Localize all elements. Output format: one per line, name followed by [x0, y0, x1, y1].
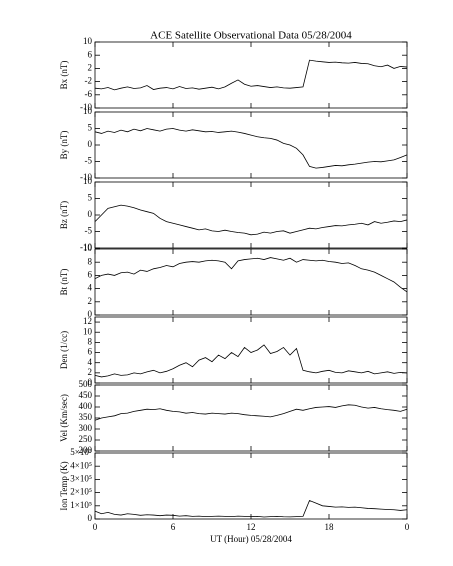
y-tick-label: 6 [88, 269, 93, 279]
y-tick-label: 250 [79, 434, 93, 444]
data-line [94, 404, 408, 421]
y-tick-label: 4×10⁵ [70, 460, 92, 470]
x-axis-label: UT (Hour) 05/28/2004 [210, 534, 292, 544]
data-line [94, 499, 408, 518]
y-tick-label: 350 [79, 412, 93, 422]
x-tick-label: 12 [247, 522, 256, 532]
y-tick-label: 0 [88, 309, 93, 319]
x-tick-label: 0 [93, 522, 98, 532]
y-tick-label: 5×10⁵ [70, 447, 92, 457]
y-tick-label: 10 [83, 243, 93, 253]
y-tick-label: 1×10⁵ [70, 500, 92, 510]
y-axis-label: Bz (nT) [59, 201, 69, 229]
x-tick-label: 0 [405, 522, 410, 532]
y-tick-label: 10 [83, 106, 93, 116]
data-line [94, 59, 408, 91]
y-tick-label: 0 [88, 513, 93, 523]
y-tick-label: 300 [79, 423, 93, 433]
y-axis-label: Vel (Km/sec) [59, 394, 69, 442]
y-axis-label: Bx (nT) [59, 61, 69, 90]
y-tick-label: 500 [79, 379, 93, 389]
y-tick-label: 0 [88, 209, 93, 219]
y-axis-label: Bt (nT) [59, 269, 69, 296]
y-tick-label: -5 [85, 226, 93, 236]
y-tick-label: 3×10⁵ [70, 473, 92, 483]
y-axis-label: By (nT) [59, 131, 69, 160]
y-tick-label: -10 [80, 242, 92, 252]
y-tick-label: 5 [88, 193, 93, 203]
data-line [94, 344, 408, 378]
y-tick-label: -10 [80, 102, 92, 112]
y-tick-label: 4 [88, 357, 93, 367]
y-tick-label: 2×10⁵ [70, 487, 92, 497]
y-tick-label: -5 [85, 156, 93, 166]
chart-title: ACE Satellite Observational Data 05/28/2… [150, 30, 352, 42]
y-tick-label: 450 [79, 390, 93, 400]
y-tick-label: 6 [88, 347, 93, 357]
y-tick-label: 5 [88, 123, 93, 133]
y-tick-label: 4 [88, 283, 93, 293]
y-tick-label: 0 [88, 139, 93, 149]
y-tick-label: -6 [85, 89, 93, 99]
y-tick-label: 10 [83, 36, 93, 46]
data-line [94, 128, 408, 169]
y-tick-label: 400 [79, 401, 93, 411]
x-tick-label: 18 [325, 522, 335, 532]
y-tick-label: -10 [80, 172, 92, 182]
y-tick-label: 2 [88, 296, 93, 306]
y-tick-label: 200 [79, 445, 93, 455]
y-tick-label: 10 [83, 326, 93, 336]
x-tick-label: 6 [171, 522, 176, 532]
y-axis-label: Den (1/cc) [59, 331, 69, 369]
y-tick-label: 10 [83, 176, 93, 186]
y-tick-label: -2 [85, 76, 93, 86]
data-line [94, 257, 408, 293]
y-tick-label: 12 [83, 316, 92, 326]
y-tick-label: 2 [88, 62, 93, 72]
y-tick-label: 6 [88, 49, 93, 59]
y-tick-label: 8 [88, 256, 93, 266]
y-tick-label: 8 [88, 336, 93, 346]
y-tick-label: 0 [88, 377, 93, 387]
y-axis-label: Ion Temp (K) [59, 461, 69, 510]
data-line [94, 204, 408, 236]
y-tick-label: 2 [88, 367, 93, 377]
